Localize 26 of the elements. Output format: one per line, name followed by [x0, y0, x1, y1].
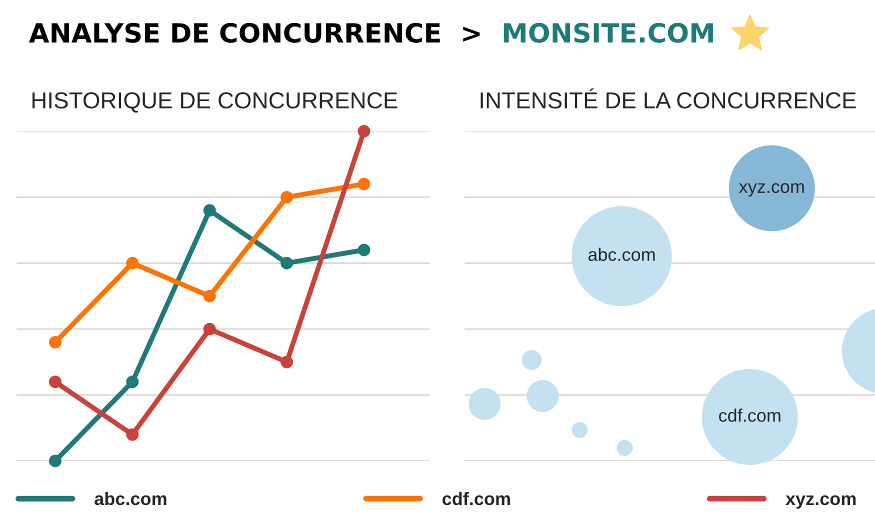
legend-label: xyz.com: [786, 495, 856, 509]
point: [126, 376, 139, 388]
point: [280, 190, 294, 204]
chart-title: HISTORIQUE DE CONCURRENCE: [32, 92, 398, 113]
point: [358, 244, 370, 256]
text: >: [463, 26, 480, 42]
point: [280, 256, 294, 270]
point: [48, 376, 62, 388]
text: cdf.com: [719, 408, 780, 422]
point: [203, 290, 216, 302]
point: [280, 356, 294, 368]
text: INTENSITÉ DE LA CONCURRENCE: [480, 88, 856, 109]
text: xyz.com: [739, 183, 804, 197]
text: ANALYSE DE CONCURRENCE: [29, 22, 440, 43]
point: [48, 336, 62, 349]
point: [203, 322, 216, 336]
legend-label: cdf.com: [442, 492, 510, 506]
text: MONSITE.COM: [504, 22, 713, 43]
point: [48, 454, 62, 468]
point: [358, 125, 370, 138]
point: [126, 256, 139, 270]
point: [358, 178, 370, 190]
text: abc.com: [588, 248, 655, 261]
point: [203, 204, 216, 217]
point: [126, 428, 139, 441]
legend-label: abc.com: [94, 492, 166, 506]
